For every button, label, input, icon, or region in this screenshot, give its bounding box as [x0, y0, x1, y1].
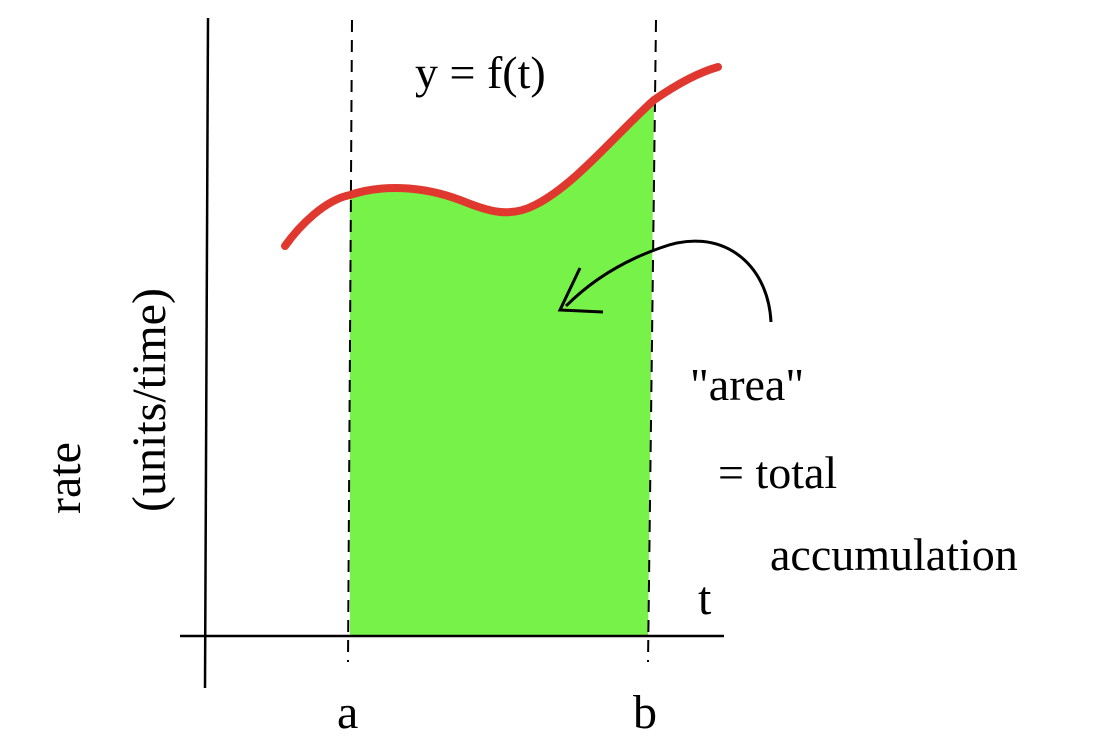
- lower-bound-label: a: [337, 686, 358, 739]
- y-axis-label-line1: rate: [38, 442, 91, 514]
- equation-label: y = f(t): [415, 47, 546, 98]
- annotation-line3: accumulation: [770, 529, 1018, 580]
- annotation-line1: "area": [690, 359, 804, 410]
- x-axis-label: t: [698, 572, 712, 625]
- annotation-line2: = total: [718, 447, 837, 498]
- area-under-curve: [350, 100, 654, 636]
- upper-bound-label: b: [633, 686, 657, 739]
- y-axis: [203, 17, 210, 689]
- lower-bound-line: [347, 19, 353, 663]
- curved-arrow: [564, 239, 773, 323]
- function-curve: [281, 63, 722, 250]
- y-axis-label-line2: (units/time): [123, 288, 176, 512]
- arrow-head-icon: [557, 267, 604, 314]
- upper-bound-line: [647, 19, 657, 663]
